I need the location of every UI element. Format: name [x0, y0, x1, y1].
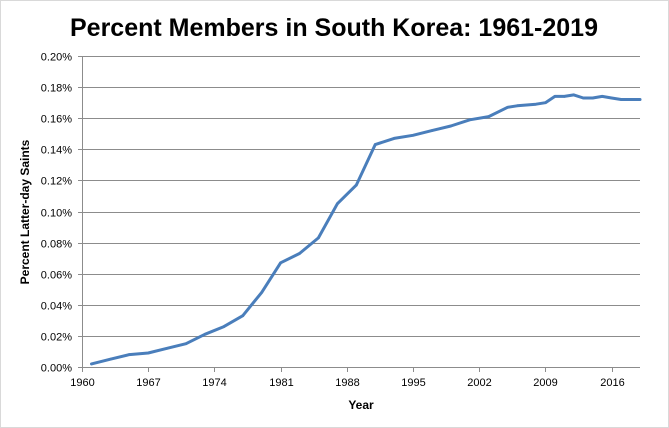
data-point	[553, 95, 557, 98]
data-point	[610, 96, 613, 100]
data-point	[515, 104, 519, 108]
data-point	[411, 134, 415, 137]
data-point	[534, 102, 538, 106]
data-point	[241, 314, 245, 318]
data-point	[184, 342, 188, 346]
data-point	[165, 347, 169, 350]
y-axis-tick-labels: 0.00% 0.02% 0.04% 0.06% 0.08% 0.10% 0.12% 0.14%…	[41, 52, 72, 375]
y-tick-label: 0.04%	[41, 301, 72, 313]
data-point	[468, 118, 472, 122]
x-tick-label: 1967	[136, 377, 160, 389]
data-point	[203, 333, 207, 336]
y-tick-label: 0.08%	[41, 239, 72, 251]
data-point	[128, 353, 131, 356]
y-tick-label: 0.02%	[41, 332, 72, 344]
data-point	[298, 252, 301, 255]
y-tick-label: 0.10%	[41, 208, 72, 220]
data-point	[317, 236, 320, 240]
data-point	[572, 93, 576, 97]
y-tick-label: 0.00%	[41, 363, 72, 375]
data-point	[638, 98, 642, 101]
y-tick-label: 0.06%	[41, 270, 72, 282]
data-point	[146, 351, 150, 355]
data-point	[430, 129, 434, 132]
x-tick-label: 2016	[600, 377, 624, 389]
data-point	[109, 357, 112, 361]
y-tick-label: 0.18%	[41, 83, 72, 95]
y-tick-label: 0.12%	[41, 176, 72, 188]
data-point	[260, 291, 264, 294]
data-point	[591, 96, 594, 100]
data-point	[619, 98, 623, 101]
data-point	[90, 362, 93, 366]
data-point	[629, 98, 632, 101]
y-tick-label: 0.16%	[41, 114, 72, 126]
data-point	[373, 143, 377, 146]
data-point	[600, 95, 604, 98]
data-point	[487, 115, 491, 118]
data-point	[222, 325, 226, 328]
series-group	[90, 93, 642, 366]
data-point	[544, 101, 547, 104]
y-axis-title: Percent Latter-day Saints	[18, 139, 32, 284]
x-tick-label: 1981	[269, 377, 293, 389]
y-tick-label: 0.20%	[41, 52, 72, 64]
chart-title: Percent Members in South Korea: 1961-201…	[70, 14, 598, 42]
x-axis-title: Year	[348, 398, 374, 412]
x-tick-label: 1974	[202, 377, 226, 389]
data-point	[392, 137, 396, 140]
y-tick-label: 0.14%	[41, 145, 72, 157]
x-axis-tick-labels: 1960 1967 1974 1981 1988 1995 2002 2009 2016	[70, 377, 624, 389]
data-point	[279, 261, 282, 265]
data-point	[582, 96, 585, 100]
data-point	[355, 183, 358, 187]
x-tick-label: 2009	[533, 377, 557, 389]
axes	[78, 56, 640, 372]
gridlines	[82, 56, 640, 337]
series-line	[90, 93, 642, 366]
x-tick-label: 1995	[401, 377, 425, 389]
data-point	[336, 202, 339, 205]
x-tick-label: 2002	[467, 377, 491, 389]
x-tick-label: 1960	[70, 377, 94, 389]
data-point	[506, 106, 509, 109]
x-tick-label: 1988	[335, 377, 359, 389]
data-point	[449, 124, 453, 128]
data-point	[563, 95, 566, 98]
